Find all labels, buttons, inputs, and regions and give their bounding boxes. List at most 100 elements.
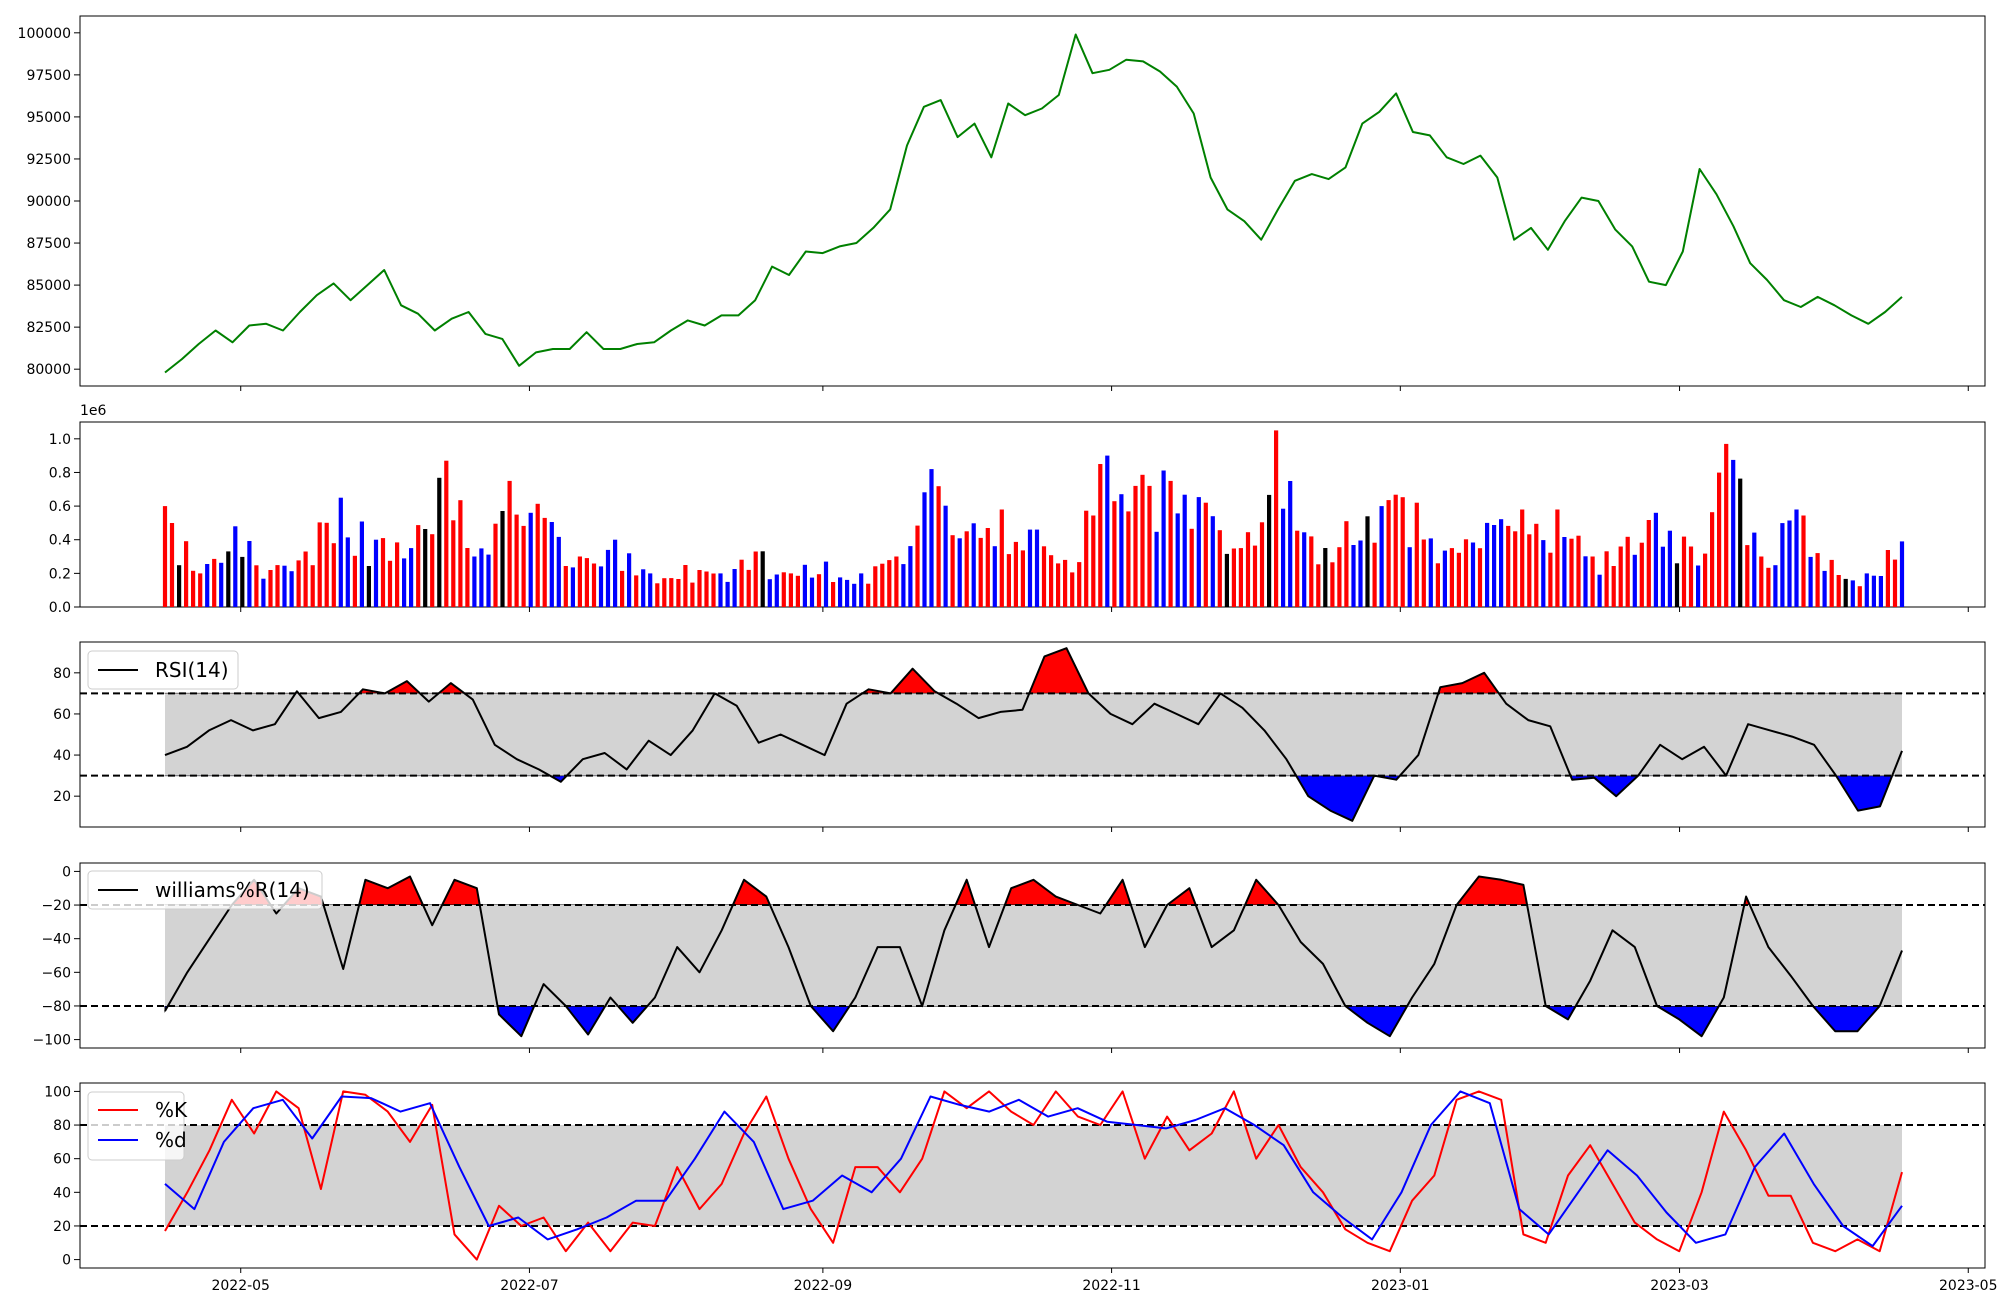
volume-bar [423, 529, 428, 607]
volume-bar [1393, 494, 1398, 607]
rsi-legend: RSI(14) [87, 650, 239, 690]
volume-bar [1274, 430, 1279, 607]
volume-bar [1196, 497, 1201, 607]
volume-bar [177, 565, 182, 607]
volume-bar [338, 497, 343, 607]
volume-bar [493, 523, 498, 607]
volume-bar [1351, 545, 1356, 607]
rsi-axes [79, 641, 1986, 828]
volume-bar [964, 531, 969, 607]
volume-bar [648, 573, 653, 607]
volume-scale-label: 1e6 [80, 403, 107, 419]
volume-bar [1098, 464, 1103, 607]
volume-bar [1871, 575, 1876, 607]
volume-bar [711, 573, 716, 607]
volume-bar [823, 561, 829, 607]
volume-bar [331, 543, 336, 607]
volume-bar [697, 570, 702, 607]
volume-bar [1604, 551, 1609, 607]
volume-bar [1639, 542, 1644, 607]
volume-bar [1119, 494, 1124, 607]
volume-bar [1140, 474, 1145, 607]
rsi-tick-label: 60 [53, 707, 71, 723]
volume-bar [831, 582, 836, 607]
volume-bar [1358, 540, 1363, 607]
volume-bar [1773, 565, 1778, 607]
stochastic-tick-label: 80 [53, 1118, 71, 1134]
volume-bar [781, 572, 786, 607]
volume-bar [1745, 545, 1750, 607]
price-panel: 80000 82500 85000 87500 90000 92500 95000 97500… [18, 26, 1903, 378]
volume-bar [1513, 531, 1518, 607]
volume-bar [1189, 528, 1194, 607]
volume-bar [324, 522, 329, 607]
price-tick-label: 92500 [26, 152, 71, 168]
volume-bar [1499, 519, 1504, 607]
volume-bar [1027, 529, 1033, 607]
volume-bar [205, 564, 210, 607]
volume-bar [1056, 563, 1061, 607]
volume-bar [1133, 485, 1138, 607]
volume-bar [1400, 497, 1405, 607]
volume-bar [1696, 565, 1701, 607]
volume-bar [985, 528, 990, 607]
volume-bar [1534, 523, 1539, 607]
rsi-tick-label: 20 [53, 789, 71, 805]
williams-tick-label: −80 [41, 999, 71, 1015]
volume-bar [1822, 570, 1827, 607]
volume-bar [275, 565, 280, 607]
volume-bar [1295, 530, 1300, 607]
volume-bar [859, 573, 864, 607]
volume-bar [465, 548, 470, 607]
volume-bar [352, 555, 357, 607]
volume-bar [1667, 530, 1672, 607]
volume-bar [395, 542, 400, 607]
volume-bar [1569, 538, 1574, 607]
volume-bar [1435, 563, 1440, 607]
volume-bar [1843, 578, 1848, 607]
williams-panel: 0 −20 −40 −60 −80 −100 [33, 864, 1985, 1049]
volume-bar [1541, 540, 1546, 607]
volume-bar [725, 581, 730, 607]
volume-bar [1020, 550, 1025, 607]
volume-bar [1252, 545, 1258, 607]
volume-panel: 0.0 0.2 0.4 0.6 0.8 1.0 [49, 430, 1905, 616]
volume-bar [788, 573, 793, 607]
volume-bar [296, 560, 301, 607]
volume-bar [380, 538, 386, 607]
volume-bar [1562, 537, 1567, 607]
volume-bar [1710, 512, 1715, 607]
volume-bar [627, 553, 632, 607]
volume-bar [366, 566, 371, 607]
volume-bar [1210, 516, 1215, 607]
volume-bar [1674, 563, 1680, 607]
volume-bar [1759, 556, 1764, 607]
volume-bar [345, 537, 350, 607]
volume-bar [1337, 547, 1342, 607]
volume-bar [1463, 539, 1469, 607]
volume-bar [1217, 530, 1222, 607]
volume-bar [1267, 494, 1272, 607]
volume-bar [1428, 538, 1433, 607]
volume-bar [873, 566, 878, 607]
volume-bar [852, 583, 857, 607]
volume-bar [1112, 501, 1117, 607]
volume-bar [866, 583, 871, 607]
volume-bar [1161, 470, 1166, 607]
volume-bar [1787, 520, 1792, 607]
volume-bar [978, 537, 983, 607]
volume-bar [1224, 553, 1229, 607]
volume-bar [1731, 459, 1736, 607]
volume-bar [1477, 548, 1483, 607]
volume-bar [387, 560, 393, 607]
volume-bar [662, 578, 667, 607]
volume-bar [198, 573, 203, 607]
volume-bar [1899, 541, 1905, 607]
volume-bar [416, 525, 421, 607]
volume-bar [669, 578, 674, 607]
volume-bar [704, 571, 709, 607]
volume-bar [1878, 576, 1883, 607]
volume-bar [1316, 564, 1321, 607]
volume-bar [718, 573, 723, 607]
